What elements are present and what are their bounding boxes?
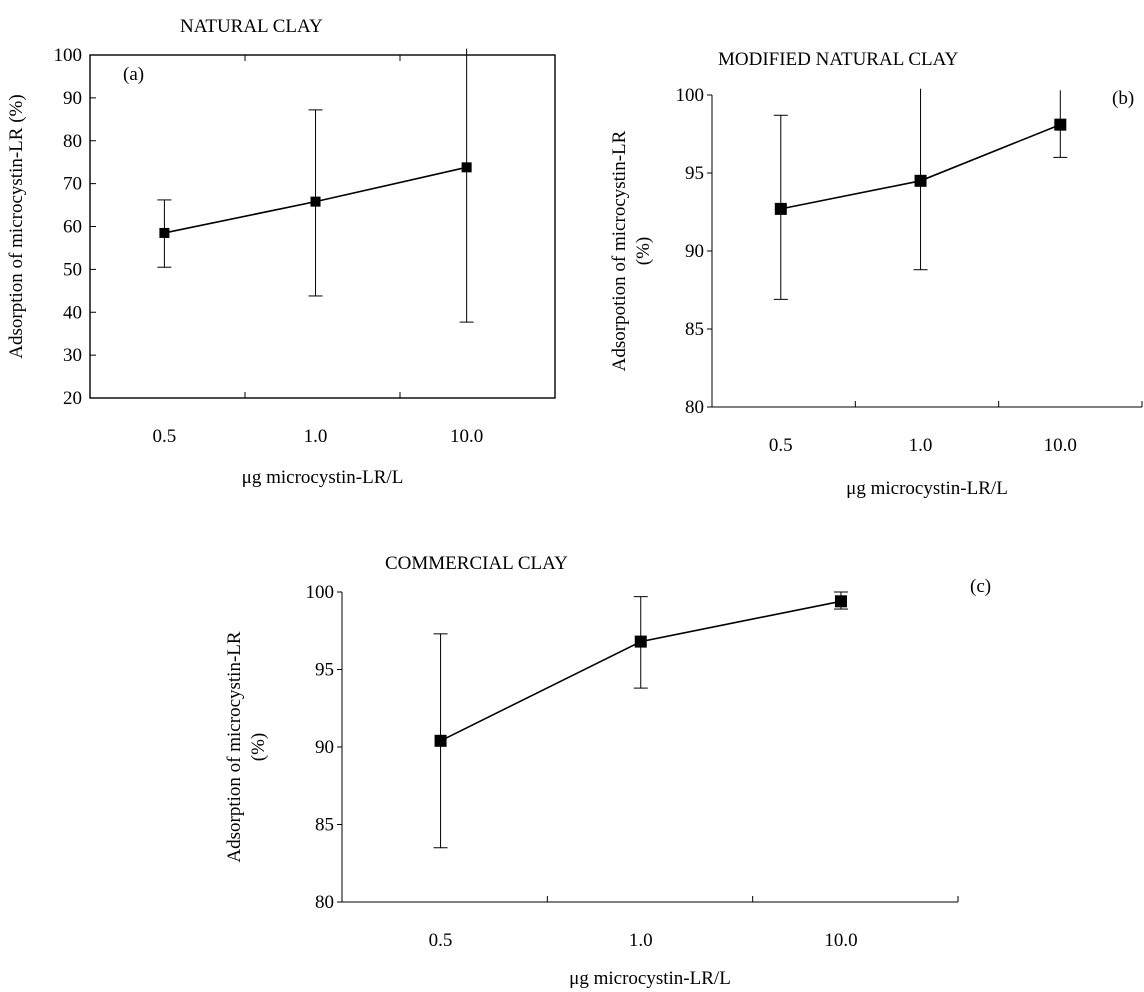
y-tick-label: 90 <box>63 88 82 109</box>
y-tick-label: 20 <box>63 388 82 409</box>
y-axis-label: (%) <box>633 237 654 265</box>
panel-label: (c) <box>970 576 991 597</box>
x-axis-label: μg microcystin-LR/L <box>242 467 404 488</box>
data-point <box>634 635 647 648</box>
data-point <box>434 734 447 747</box>
x-tick-label: 0.5 <box>769 435 793 456</box>
y-tick-label: 90 <box>685 241 704 262</box>
y-tick-label: 100 <box>54 45 83 66</box>
panel-label: (b) <box>1112 88 1134 109</box>
y-tick-label: 95 <box>315 660 334 681</box>
x-tick-label: 0.5 <box>153 426 177 447</box>
data-point <box>774 202 787 215</box>
plot-frame <box>89 54 556 399</box>
y-tick-label: 100 <box>676 85 705 106</box>
data-point <box>310 196 321 207</box>
y-tick-label: 90 <box>315 737 334 758</box>
x-tick-label: 10.0 <box>1044 435 1077 456</box>
y-tick-label: 80 <box>685 397 704 418</box>
y-tick-label: 60 <box>63 217 82 238</box>
x-tick-label: 0.5 <box>429 930 453 951</box>
x-axis-label: μg microcystin-LR/L <box>569 968 731 989</box>
y-tick-label: 30 <box>63 345 82 366</box>
chart-a: 20 30 40 50 60 70 80 90 100 0.5 1.0 10.0 NATURAL CLA… <box>6 16 556 488</box>
y-tick-label: 85 <box>315 815 334 836</box>
y-axis-label: Adsorption of microcystin-LR <box>224 631 245 862</box>
x-tick-label: 1.0 <box>304 426 328 447</box>
y-axis-label: (%) <box>248 733 269 761</box>
x-tick-label: 1.0 <box>629 930 653 951</box>
x-tick-label: 10.0 <box>824 930 857 951</box>
x-axis-label: μg microcystin-LR/L <box>846 478 1008 499</box>
chart-b: 80 85 90 95 100 0.5 1.0 10.0 MODIFIED NATURAL CL… <box>609 49 1143 499</box>
x-tick-label: 1.0 <box>909 435 933 456</box>
chart-c: 80 85 90 95 100 0.5 1.0 10.0 COMMERCIAL CLAY (c) μ… <box>224 553 991 989</box>
y-tick-label: 85 <box>685 319 704 340</box>
y-tick-label: 50 <box>63 259 82 280</box>
data-point <box>159 227 170 238</box>
chart-title: COMMERCIAL CLAY <box>385 553 568 574</box>
data-point <box>914 174 927 187</box>
y-tick-label: 40 <box>63 302 82 323</box>
chart-title: MODIFIED NATURAL CLAY <box>718 49 959 70</box>
data-point <box>834 595 847 608</box>
x-tick-label: 10.0 <box>450 426 483 447</box>
data-point <box>1054 118 1067 131</box>
y-tick-label: 100 <box>306 582 335 603</box>
data-point <box>461 162 472 173</box>
y-tick-label: 70 <box>63 174 82 195</box>
y-tick-label: 80 <box>315 892 334 913</box>
y-axis-label: Adsorpotion of microcystin-LR <box>609 130 630 371</box>
y-tick-label: 95 <box>685 163 704 184</box>
y-axis-label: Adsorption of microcystin-LR (%) <box>6 94 27 358</box>
chart-title: NATURAL CLAY <box>180 16 323 37</box>
y-tick-label: 80 <box>63 131 82 152</box>
panel-label: (a) <box>123 64 144 85</box>
